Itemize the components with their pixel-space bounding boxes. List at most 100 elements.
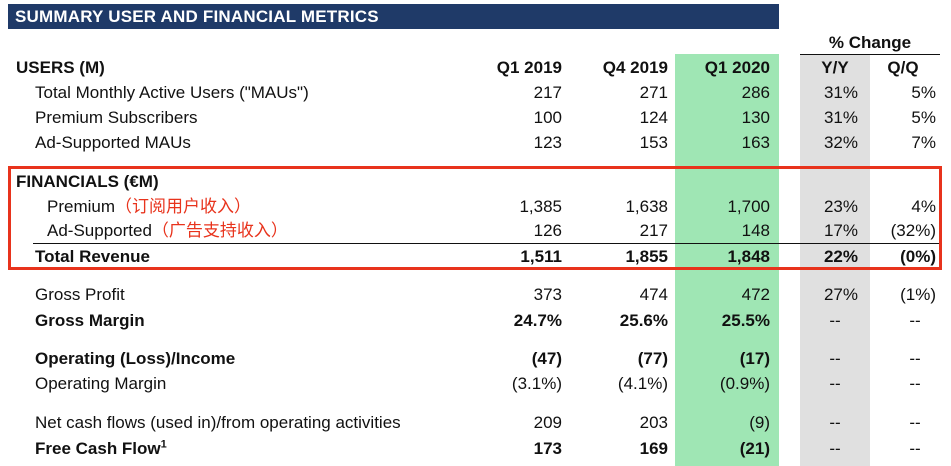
cell-q4-2019: 124 xyxy=(639,108,668,127)
cell-q1-2020: 130 xyxy=(741,108,770,127)
row-label-chinese-note: （订阅用户收入） xyxy=(115,197,252,216)
cell-q1-2019: 126 xyxy=(533,221,562,240)
row-label-group: Premium（订阅用户收入） xyxy=(47,195,251,219)
col-header-qq: Q/Q xyxy=(887,58,919,77)
users-header-row: USERS (M) Q1 2019 Q4 2019 Q1 2020 Y/Y Q/… xyxy=(0,56,951,80)
cell-qq: (1%) xyxy=(900,285,936,304)
cell-q1-2020: (21) xyxy=(739,439,770,458)
cell-yy: 31% xyxy=(823,83,858,102)
cell-qq: 5% xyxy=(911,108,936,127)
row-label: Ad-Supported xyxy=(47,221,152,240)
cell-yy: -- xyxy=(829,374,841,393)
cell-qq: 7% xyxy=(911,133,936,152)
cell-yy: -- xyxy=(829,311,841,330)
cell-q1-2019: 173 xyxy=(533,439,562,458)
cell-q1-2020: (9) xyxy=(749,413,770,432)
q1-2020-column-highlight xyxy=(675,54,779,466)
row-label-chinese-note: （广告支持收入） xyxy=(151,221,288,240)
row-label: Gross Margin xyxy=(35,311,145,330)
table-row-gross-margin: Gross Margin 24.7% 25.6% 25.5% -- -- xyxy=(0,309,951,333)
table-row-free-cash-flow: Free Cash Flow1 173 169 (21) -- -- xyxy=(0,437,951,461)
pct-change-underline xyxy=(800,54,940,55)
cell-yy: 17% xyxy=(823,221,858,240)
cell-q1-2019: 209 xyxy=(533,413,562,432)
cell-qq: -- xyxy=(909,311,921,330)
cell-yy: -- xyxy=(829,349,841,368)
row-label-group: Ad-Supported（广告支持收入） xyxy=(47,219,288,243)
cell-q1-2020: 472 xyxy=(741,285,770,304)
cell-q4-2019: 217 xyxy=(639,221,668,240)
cell-q1-2020: 1,700 xyxy=(727,197,770,216)
financials-header-row: FINANCIALS (€M) xyxy=(0,170,951,194)
table-title: SUMMARY USER AND FINANCIAL METRICS xyxy=(8,4,779,29)
cell-q1-2019: 217 xyxy=(533,83,562,102)
cell-q4-2019: (77) xyxy=(637,349,668,368)
row-label: Net cash flows (used in)/from operating … xyxy=(35,413,401,432)
cell-yy: 22% xyxy=(823,247,858,266)
pct-change-header: % Change xyxy=(828,33,912,52)
table-row-mau: Total Monthly Active Users ("MAUs") 217 … xyxy=(0,81,951,105)
cell-qq: 5% xyxy=(911,83,936,102)
cell-q1-2019: (3.1%) xyxy=(511,374,562,393)
cell-yy: 32% xyxy=(823,133,858,152)
table-row-operating-margin: Operating Margin (3.1%) (4.1%) (0.9%) --… xyxy=(0,372,951,396)
cell-qq: (32%) xyxy=(890,221,936,240)
row-label: Operating Margin xyxy=(35,374,167,393)
cell-q1-2020: 163 xyxy=(741,133,770,152)
cell-q1-2020: (17) xyxy=(739,349,770,368)
cell-q1-2020: 1,848 xyxy=(727,247,770,266)
cell-q4-2019: 271 xyxy=(639,83,668,102)
cell-qq: -- xyxy=(909,349,921,368)
cell-q1-2019: 123 xyxy=(533,133,562,152)
cell-q4-2019: 474 xyxy=(639,285,668,304)
cell-yy: -- xyxy=(829,439,841,458)
cell-q4-2019: 1,855 xyxy=(625,247,668,266)
col-header-q1-2020: Q1 2020 xyxy=(704,58,770,77)
table-row-operating-income: Operating (Loss)/Income (47) (77) (17) -… xyxy=(0,347,951,371)
row-label: Premium Subscribers xyxy=(35,108,198,127)
col-header-yy: Y/Y xyxy=(821,58,849,77)
table-row-premium-revenue: Premium（订阅用户收入） 1,385 1,638 1,700 23% 4% xyxy=(0,195,951,219)
table-row-premium-subscribers: Premium Subscribers 100 124 130 31% 5% xyxy=(0,106,951,130)
row-label: Gross Profit xyxy=(35,285,125,304)
cell-q1-2019: (47) xyxy=(531,349,562,368)
col-header-q4-2019: Q4 2019 xyxy=(602,58,668,77)
cell-yy: 27% xyxy=(823,285,858,304)
yy-column-highlight xyxy=(800,54,870,466)
cell-q1-2020: 148 xyxy=(741,221,770,240)
row-label: Ad-Supported MAUs xyxy=(35,133,191,152)
table-row-net-cash-flows: Net cash flows (used in)/from operating … xyxy=(0,411,951,435)
cell-q1-2019: 373 xyxy=(533,285,562,304)
users-section-header: USERS (M) xyxy=(16,58,105,77)
cell-q1-2020: 25.5% xyxy=(721,311,770,330)
col-header-q1-2019: Q1 2019 xyxy=(496,58,562,77)
row-label: Total Revenue xyxy=(35,247,150,266)
footnote-marker: 1 xyxy=(160,438,167,451)
cell-q4-2019: (4.1%) xyxy=(617,374,668,393)
cell-q1-2020: (0.9%) xyxy=(719,374,770,393)
cell-q4-2019: 25.6% xyxy=(619,311,668,330)
table-row-gross-profit: Gross Profit 373 474 472 27% (1%) xyxy=(0,283,951,307)
cell-q1-2019: 100 xyxy=(533,108,562,127)
cell-q4-2019: 169 xyxy=(639,439,668,458)
cell-qq: (0%) xyxy=(900,247,936,266)
row-label: Operating (Loss)/Income xyxy=(35,349,236,368)
cell-q4-2019: 153 xyxy=(639,133,668,152)
cell-q4-2019: 1,638 xyxy=(625,197,668,216)
row-label: Free Cash Flow xyxy=(35,439,161,458)
total-revenue-rule xyxy=(33,243,941,244)
cell-q1-2019: 1,385 xyxy=(519,197,562,216)
table-row-ad-supported-revenue: Ad-Supported（广告支持收入） 126 217 148 17% (32… xyxy=(0,219,951,243)
cell-qq: -- xyxy=(909,439,921,458)
table-row-ad-supported-maus: Ad-Supported MAUs 123 153 163 32% 7% xyxy=(0,131,951,155)
cell-qq: -- xyxy=(909,374,921,393)
row-label: Premium xyxy=(47,197,116,216)
cell-q1-2020: 286 xyxy=(741,83,770,102)
cell-qq: 4% xyxy=(911,197,936,216)
cell-q1-2019: 1,511 xyxy=(520,247,562,266)
cell-qq: -- xyxy=(909,413,921,432)
row-label-group: Free Cash Flow1 xyxy=(35,437,167,461)
financials-highlight-box xyxy=(8,166,942,270)
cell-yy: 23% xyxy=(823,197,858,216)
cell-yy: -- xyxy=(829,413,841,432)
